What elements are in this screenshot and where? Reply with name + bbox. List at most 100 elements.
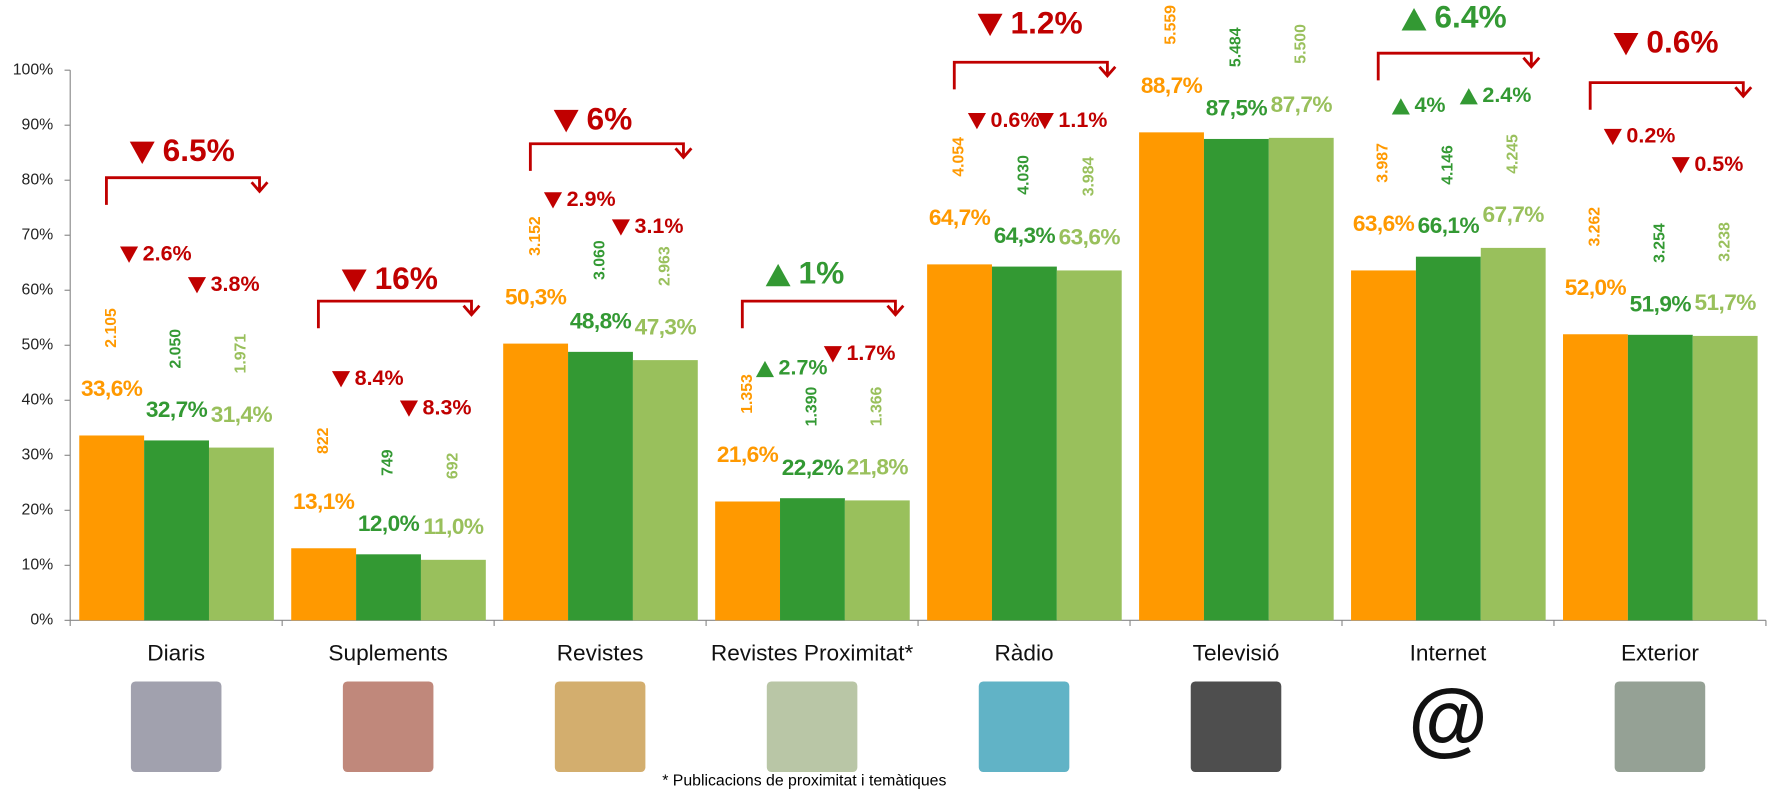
icon (555, 681, 646, 772)
change-arrow (544, 192, 562, 208)
change-step: 3.8% (211, 272, 260, 296)
bar (633, 360, 698, 620)
value-label: 32,7% (146, 397, 208, 422)
x-tick-label: Revistes (557, 640, 644, 665)
change-step: 8.4% (355, 366, 404, 390)
y-tick-label: 50% (22, 336, 54, 353)
value-label: 21,8% (847, 455, 909, 480)
icon (131, 681, 222, 772)
x-tick-label: Ràdio (994, 640, 1053, 665)
y-tick-label: 90% (22, 116, 54, 133)
change-step: 0.5% (1694, 152, 1743, 176)
audience-label: 692 (445, 452, 462, 479)
value-label: 63,6% (1059, 225, 1121, 250)
change-total: 6.5% (163, 132, 235, 168)
bar (1269, 138, 1334, 620)
change-total: 6.4% (1434, 0, 1506, 35)
chart: * Publicacions de proximitat i temàtique… (0, 0, 1775, 789)
value-label: 50,3% (505, 284, 567, 309)
change-arrow (612, 219, 630, 235)
value-label: 66,1% (1418, 213, 1480, 238)
icon (1191, 681, 1282, 772)
icon (1615, 681, 1706, 772)
bar (1563, 334, 1628, 620)
change-bracket (318, 301, 479, 328)
bar (568, 352, 633, 620)
change-arrow (968, 113, 986, 129)
bar (356, 554, 421, 620)
audience-label: 3.984 (1080, 156, 1097, 196)
bar (715, 502, 780, 621)
audience-label: 2.050 (168, 329, 185, 369)
y-tick-label: 70% (22, 226, 54, 243)
change-total: 0.6% (1646, 24, 1718, 60)
change-step: 0.6% (991, 108, 1040, 132)
change-step: 1.1% (1058, 108, 1107, 132)
x-tick-label: Diaris (147, 640, 205, 665)
value-label: 52,0% (1565, 275, 1627, 300)
bar (1693, 336, 1758, 620)
change-step: 2.9% (567, 187, 616, 211)
audience-label: 3.262 (1587, 207, 1604, 247)
change-arrow (1392, 98, 1410, 114)
bar (1057, 270, 1122, 620)
y-tick-label: 10% (22, 557, 54, 574)
change-arrow (400, 400, 418, 416)
y-tick-label: 0% (30, 612, 53, 629)
change-bracket (742, 301, 903, 328)
value-label: 88,7% (1141, 73, 1203, 98)
change-arrow (130, 142, 155, 164)
value-label: 11,0% (423, 514, 484, 539)
y-tick-label: 60% (22, 281, 54, 298)
bar (1481, 248, 1546, 620)
change-step: 8.3% (423, 395, 472, 419)
value-label: 64,3% (994, 223, 1056, 248)
value-label: 22,2% (782, 455, 844, 480)
change-arrow (1402, 8, 1427, 30)
change-total: 1% (798, 254, 844, 290)
change-total: 1.2% (1010, 4, 1082, 40)
audience-label: 1.353 (739, 374, 756, 414)
x-tick-label: Exterior (1621, 640, 1699, 665)
audience-label: 2.963 (657, 246, 674, 286)
value-label: 31,4% (211, 402, 273, 427)
bar (1139, 132, 1204, 620)
icon: @ (1408, 673, 1487, 764)
value-label: 33,6% (81, 376, 143, 401)
y-tick-label: 100% (13, 61, 53, 78)
change-step: 2.7% (779, 356, 828, 380)
value-label: 67,7% (1483, 202, 1545, 227)
change-arrow (1672, 157, 1690, 173)
change-step: 4% (1414, 93, 1445, 117)
value-label: 64,7% (929, 205, 991, 230)
audience-label: 1.390 (804, 387, 821, 427)
change-arrow (120, 247, 138, 263)
value-label: 63,6% (1353, 211, 1415, 236)
change-arrow (188, 277, 206, 293)
audience-label: 3.254 (1652, 223, 1669, 263)
change-bracket (1378, 53, 1539, 80)
change-arrow (554, 110, 579, 132)
bar (144, 440, 209, 620)
bar (209, 448, 274, 621)
icon (767, 681, 858, 772)
change-arrow (756, 361, 774, 377)
y-tick-label: 80% (22, 171, 54, 188)
bar (291, 548, 356, 620)
audience-label: 2.105 (103, 308, 120, 348)
audience-label: 3.060 (592, 240, 609, 280)
change-step: 2.6% (143, 241, 192, 265)
x-tick-label: Revistes Proximitat* (711, 640, 914, 665)
change-arrow (342, 270, 367, 292)
change-bracket (530, 144, 691, 171)
audience-label: 822 (315, 427, 332, 454)
change-total: 6% (587, 100, 633, 136)
bar (1628, 335, 1693, 621)
value-label: 48,8% (570, 308, 632, 333)
audience-label: 5.559 (1163, 5, 1180, 45)
icon (979, 681, 1070, 772)
change-bracket (954, 62, 1115, 89)
value-label: 21,6% (717, 442, 779, 467)
change-total: 16% (375, 260, 438, 296)
audience-label: 4.054 (951, 137, 968, 177)
